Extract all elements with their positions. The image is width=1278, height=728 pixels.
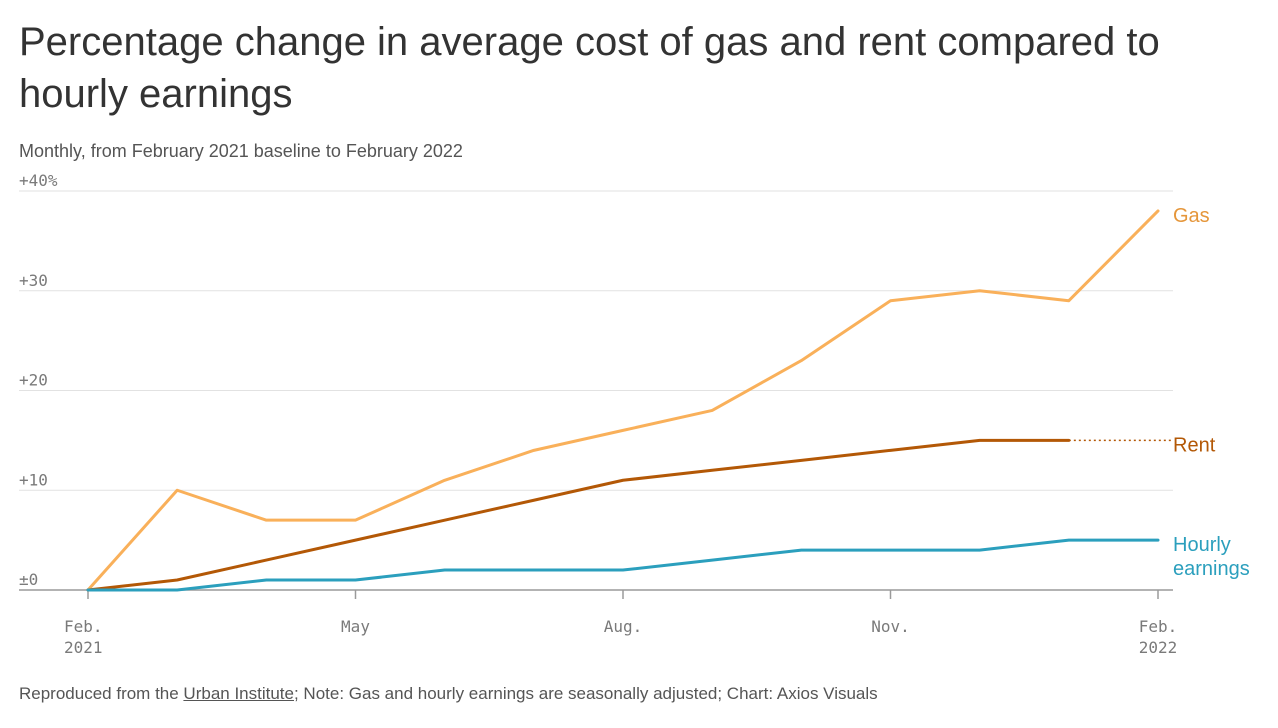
x-tick-label: Feb. 2021 xyxy=(64,617,103,657)
source-link[interactable]: Urban Institute xyxy=(183,684,294,703)
x-tick-label: Aug. xyxy=(604,617,643,636)
chart-title: Percentage change in average cost of gas… xyxy=(19,20,1160,116)
y-tick-label: +30 xyxy=(19,271,48,290)
series-lines xyxy=(86,209,1173,592)
rent-series-label: Rent xyxy=(1173,434,1216,456)
gas-line xyxy=(86,209,1160,592)
series-labels: Gas Rent Hourly earnings xyxy=(1173,205,1250,580)
x-tick-label: May xyxy=(341,617,370,636)
gridlines xyxy=(19,190,1173,591)
hourly-earnings-series-label: Hourly earnings xyxy=(1173,534,1250,580)
axes: ±0 +10 +20 +30 +40% Feb. 2021 May Aug. Nov. Feb. 20… xyxy=(19,171,1177,657)
y-tick-label: +40% xyxy=(19,171,58,190)
rent-line xyxy=(86,438,1071,592)
footer-prefix: Reproduced from the xyxy=(19,684,184,703)
footer-suffix: ; Note: Gas and hourly earnings are seas… xyxy=(293,684,878,703)
chart-footer: Reproduced from the Urban Institute; Not… xyxy=(19,683,878,705)
x-tick-label: Nov. xyxy=(871,617,910,636)
y-tick-label: +10 xyxy=(19,470,48,489)
x-tick-label: Feb. 2022 xyxy=(1139,617,1178,657)
gas-series-label: Gas xyxy=(1173,205,1210,227)
hourly-earnings-line xyxy=(86,538,1160,592)
chart-subtitle: Monthly, from February 2021 baseline to … xyxy=(19,141,463,161)
y-tick-label: ±0 xyxy=(19,570,38,589)
y-tick-label: +20 xyxy=(19,371,48,390)
